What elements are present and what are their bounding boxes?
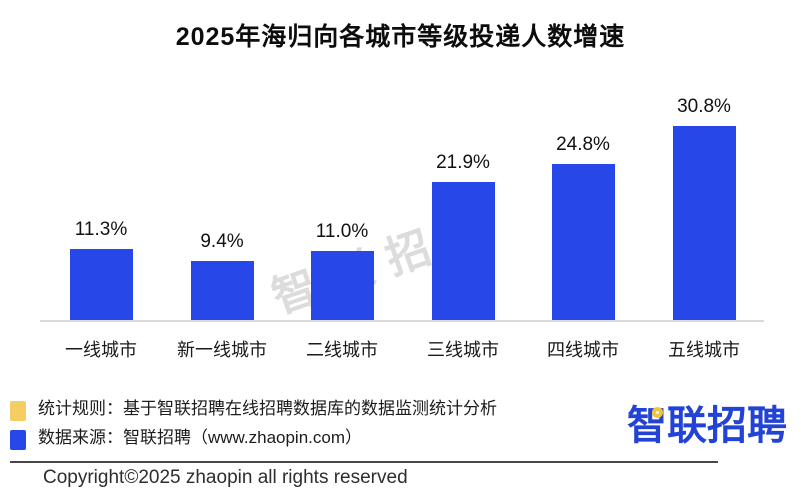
bar (190, 261, 254, 320)
bar-value-label: 9.4% (200, 231, 244, 252)
copyright-text: Copyright©2025 zhaopin all rights reserv… (43, 467, 408, 488)
x-axis-label: 三线城市 (427, 340, 499, 360)
x-axis-label: 一线城市 (65, 340, 137, 360)
footer-divider (10, 461, 718, 463)
chart-title: 2025年海归向各城市等级投递人数增速 (175, 23, 626, 51)
zhaopin-logo: 智联招聘 (627, 403, 797, 449)
note-data-source: 数据来源：智联招聘（www.zhaopin.com） (10, 425, 362, 451)
x-axis-label: 新一线城市 (177, 340, 267, 360)
bar (431, 182, 495, 320)
note-text: 数据来源：智联招聘（www.zhaopin.com） (38, 428, 363, 447)
legend-swatch-blue (10, 430, 26, 450)
note-statistic-rule: 统计规则：基于智联招聘在线招聘数据库的数据监测统计分析 (10, 396, 497, 422)
note-text: 统计规则：基于智联招聘在线招聘数据库的数据监测统计分析 (38, 399, 497, 418)
watermark: 智联招聘 (266, 198, 509, 323)
x-axis-label: 五线城市 (668, 340, 740, 360)
bar-value-label: 21.9% (436, 152, 490, 173)
legend-swatch-yellow (10, 401, 26, 421)
bar (310, 251, 374, 320)
logo-lightbulb-icon (652, 407, 663, 418)
x-axis-label: 四线城市 (547, 340, 619, 360)
logo-text: 智联招聘 (627, 404, 787, 448)
bar-value-label: 30.8% (677, 96, 731, 117)
bar (551, 164, 615, 320)
bar (69, 249, 133, 320)
bar-value-label: 11.0% (315, 221, 369, 242)
bar-value-label: 11.3% (74, 219, 128, 240)
x-axis-baseline (40, 320, 764, 322)
x-axis-label: 二线城市 (306, 340, 378, 360)
bar-value-label: 24.8% (556, 134, 610, 155)
bar (672, 126, 736, 320)
